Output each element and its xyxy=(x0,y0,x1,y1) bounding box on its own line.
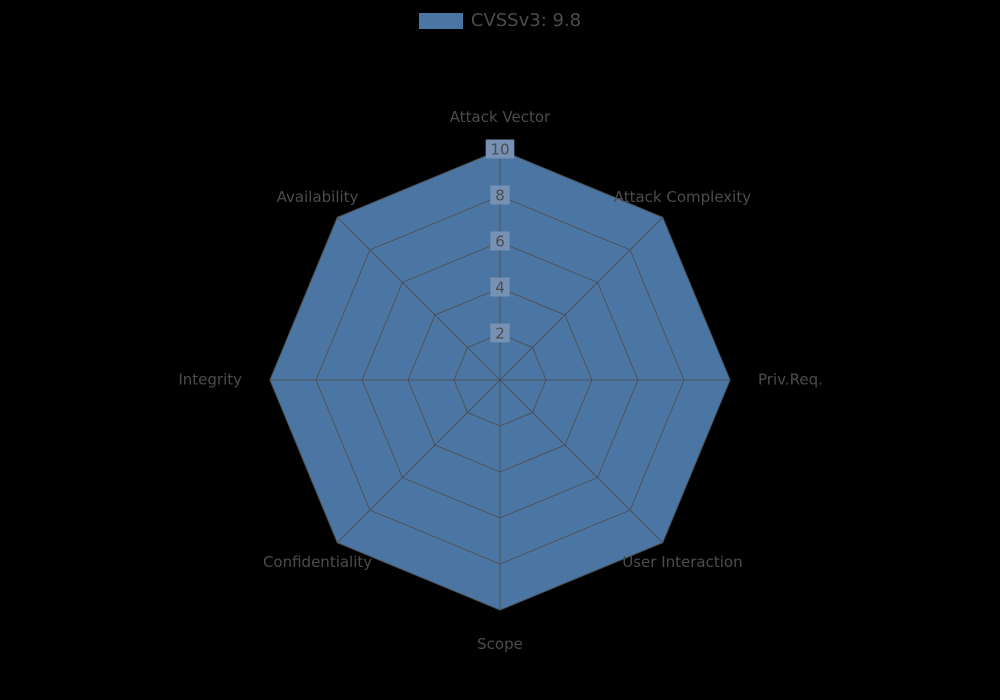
axis-label: Priv.Req. xyxy=(758,371,823,389)
axis-label: User Interaction xyxy=(622,553,742,571)
axis-label: Attack Vector xyxy=(450,108,551,126)
tick-label: 2 xyxy=(495,325,505,343)
chart-legend: CVSSv3: 9.8 xyxy=(0,10,1000,33)
axis-label: Availability xyxy=(277,188,359,206)
axis-label: Scope xyxy=(477,635,523,653)
axis-label: Integrity xyxy=(178,371,242,389)
axis-label: Attack Complexity xyxy=(614,188,751,206)
tick-label: 4 xyxy=(495,279,505,297)
tick-label: 10 xyxy=(490,141,509,159)
legend-swatch xyxy=(419,13,463,29)
legend-label: CVSSv3: 9.8 xyxy=(471,10,581,31)
axis-label: Confidentiality xyxy=(263,553,372,571)
tick-label: 6 xyxy=(495,233,505,251)
tick-label: 8 xyxy=(495,187,505,205)
radar-chart: 2 4 6 8 10 Attack Vector Attack Complexity Priv… xyxy=(0,0,1000,700)
